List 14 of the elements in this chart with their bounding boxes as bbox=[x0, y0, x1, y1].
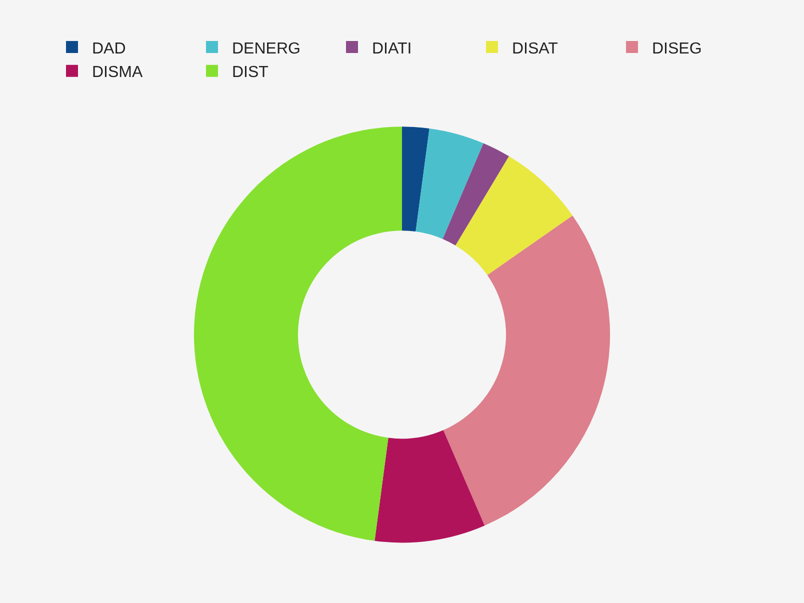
legend-label: DAD bbox=[92, 40, 126, 58]
donut-slice bbox=[456, 156, 573, 276]
legend-label: DIATI bbox=[372, 40, 412, 58]
legend-label: DISEG bbox=[652, 40, 702, 58]
donut-slice bbox=[194, 126, 402, 541]
donut-slice bbox=[443, 216, 610, 526]
donut-slice bbox=[374, 430, 485, 543]
legend-label: DENERG bbox=[232, 40, 300, 58]
legend-label: DISMA bbox=[92, 64, 143, 82]
legend-label: DISAT bbox=[512, 40, 558, 58]
donut-slice bbox=[402, 126, 430, 232]
donut-slice bbox=[416, 128, 484, 239]
donut-slice bbox=[442, 143, 510, 246]
legend-label: DIST bbox=[232, 64, 269, 82]
